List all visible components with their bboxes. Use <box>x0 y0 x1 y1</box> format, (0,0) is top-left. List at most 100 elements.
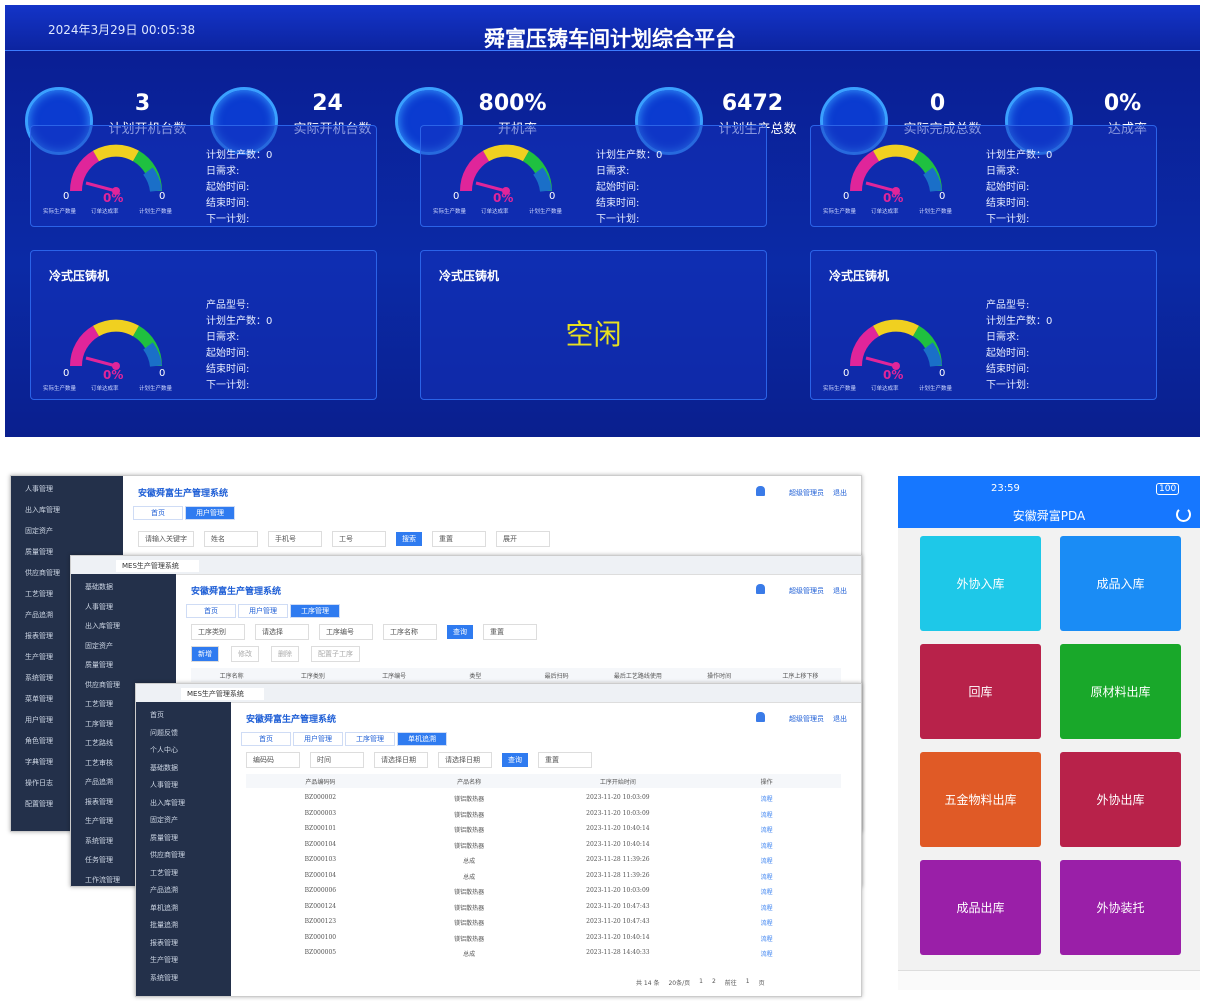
pda-button[interactable]: 原材料出库 <box>1060 644 1181 739</box>
page-item: 1 <box>745 978 750 985</box>
column-header: 工序类别 <box>300 673 325 680</box>
sidebar-item: 个人中心 <box>150 746 178 754</box>
gauge-label: 订单达成率 <box>871 209 899 215</box>
card-field: 起始时间: <box>206 348 250 359</box>
gauge <box>849 319 943 370</box>
gauge-value: 0% <box>883 191 904 205</box>
pda-title: 安徽舜富PDA <box>1012 509 1086 523</box>
kpi-value: 800% <box>478 91 547 116</box>
column-header: 最后扫码 <box>544 673 569 680</box>
filter: 时间 <box>310 752 364 768</box>
card-field: 结束时间: <box>596 198 640 209</box>
pda-button[interactable]: 外协出库 <box>1060 752 1181 847</box>
pda-button[interactable]: 成品入库 <box>1060 536 1181 631</box>
user: 超级管理员 <box>789 489 824 497</box>
sidebar-item: 工序管理 <box>85 719 113 728</box>
gauge-label: 计划生产数量 <box>919 209 953 215</box>
machine-card: 计划生产数：0 日需求: 起始时间: 结束时间: 下一计划: 0 0% 0 实际生产数量 订单达成… <box>30 125 377 227</box>
sidebar-item: 生产管理 <box>150 956 178 964</box>
gauge-box: 0 0% 0 实际生产数量 订单达成率 计划生产数量 <box>31 131 201 226</box>
column-header: 操作 <box>760 779 773 786</box>
pda-header <box>898 476 1200 528</box>
page-item: 前往 <box>724 980 737 987</box>
pda-button[interactable]: 外协入库 <box>920 536 1041 631</box>
pda-button[interactable]: 五金物料出库 <box>920 752 1041 847</box>
pda-button[interactable]: 成品出库 <box>920 860 1041 955</box>
app-window: MES生产管理系统 首页 问题反馈 个人中心 基础数据 人事管理 出入库管理 固定资产 质量管理… <box>135 683 862 997</box>
cell: 镁铝散热器 <box>454 842 485 850</box>
filter: 查询 <box>447 625 473 639</box>
gauge-value: 0 <box>63 191 70 202</box>
sidebar-item: 单机追溯 <box>150 903 178 912</box>
card-field: 下一计划: <box>596 214 640 225</box>
gauge-label: 计划生产数量 <box>919 386 953 392</box>
cell: 总成 <box>463 858 476 865</box>
cell: 总成 <box>463 873 476 881</box>
filter: 编码码 <box>246 752 300 768</box>
browser-bar <box>71 556 861 575</box>
page-item: 20条/页 <box>668 980 691 987</box>
sidebar-item: 系统管理 <box>85 836 113 845</box>
pda-button[interactable]: 外协装托 <box>1060 860 1181 955</box>
dashboard: 2024年3月29日 00:05:38舜富压铸车间计划综合平台3计划开机台数24… <box>5 5 1200 437</box>
column-header: 操作时间 <box>707 673 732 680</box>
status-time: 23:59 <box>991 483 1020 494</box>
cell: 镁铝散热器 <box>454 796 485 803</box>
cell: BZ000104 <box>304 840 337 848</box>
cell: 流程 <box>760 951 773 958</box>
card-field: 起始时间: <box>986 348 1030 359</box>
tab: 用户管理 <box>238 604 288 618</box>
sidebar-item: 工艺路线 <box>85 739 113 747</box>
sidebar-item: 报表管理 <box>150 938 178 947</box>
sidebar-item: 供应商管理 <box>25 569 60 577</box>
filter: 姓名 <box>204 531 258 547</box>
machine-card: 冷式压铸机 产品型号: 计划生产数：0 日需求: 起始时间: 结束时间: 下一计划: 0 0% 0… <box>30 250 377 400</box>
filter: 查询 <box>502 753 528 767</box>
gauge-label: 实际生产数量 <box>43 386 77 392</box>
gauge <box>459 144 553 195</box>
cell: 流程 <box>760 811 773 819</box>
cell: 2023-11-20 10:40:14 <box>586 840 650 848</box>
sidebar-item: 字典管理 <box>25 758 53 766</box>
kpi-value: 6472 <box>721 91 784 116</box>
browser-tab: MES生产管理系统 <box>116 560 199 572</box>
sidebar-item: 产品追溯 <box>25 611 53 619</box>
logout: 退出 <box>833 489 847 497</box>
tab: 工序管理 <box>345 732 395 746</box>
cell: 2023-11-20 10:47:43 <box>586 918 650 925</box>
sidebar-item: 质量管理 <box>150 833 178 842</box>
card-field: 起始时间: <box>986 182 1030 193</box>
sidebar-item: 供应商管理 <box>150 851 185 859</box>
cell: BZ000100 <box>304 933 337 941</box>
cell: 流程 <box>760 827 773 834</box>
table-head <box>246 774 841 788</box>
cell: BZ000124 <box>304 902 337 910</box>
filter: 手机号 <box>268 531 322 547</box>
card-title: 冷式压铸机 <box>439 269 500 283</box>
kpi-value: 0 <box>929 91 946 116</box>
pagination: 共 14 条 20条/页 1 2 前往 1 页 <box>636 978 765 987</box>
gauge-value: 0 <box>939 191 946 202</box>
cell: 镁铝散热器 <box>454 904 485 912</box>
filter-row: 工序类别 请选择 工序编号 工序名称 查询 重置 <box>191 624 537 640</box>
filter: 搜索 <box>396 532 422 546</box>
card-field: 结束时间: <box>986 364 1030 375</box>
page-item: 1 <box>699 978 703 985</box>
pda-button[interactable]: 回库 <box>920 644 1041 739</box>
cell: 2023-11-20 10:40:14 <box>586 933 650 941</box>
sidebar-item: 出入库管理 <box>25 506 60 514</box>
card-field: 日需求: <box>206 166 240 177</box>
cell: 流程 <box>760 904 773 912</box>
cell: BZ000104 <box>304 871 337 879</box>
sidebar-item: 问题反馈 <box>150 728 178 737</box>
gauge <box>69 319 163 370</box>
filter-row: 编码码 时间 请选择日期 请选择日期 查询 重置 <box>246 752 592 768</box>
tab: 首页 <box>241 732 291 746</box>
sidebar-item: 基础数据 <box>85 583 113 591</box>
sidebar-item: 产品追溯 <box>150 886 178 894</box>
card-field: 下一计划: <box>986 380 1030 391</box>
gauge <box>849 144 943 195</box>
card-title: 冷式压铸机 <box>49 269 110 283</box>
cell: 流程 <box>760 920 773 927</box>
sidebar-item: 人事管理 <box>25 485 53 493</box>
